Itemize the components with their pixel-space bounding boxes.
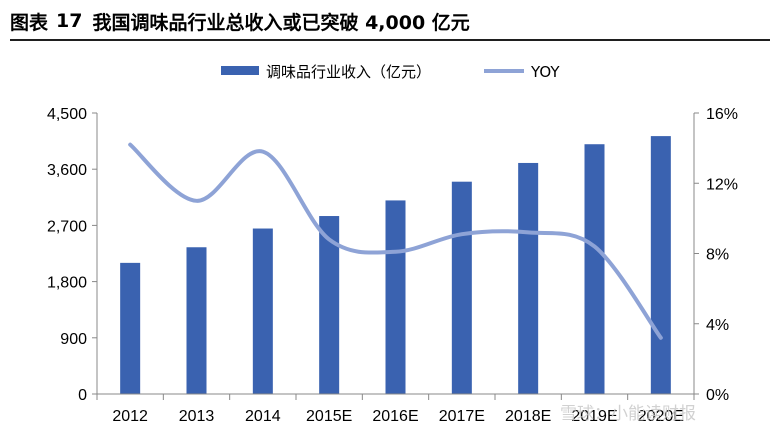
bar-2014 <box>252 228 273 394</box>
x-tick-label: 2019E <box>571 408 617 425</box>
figure-number: 17 <box>56 10 83 32</box>
x-tick-label: 2016E <box>372 408 418 425</box>
left-tick-label: 2,700 <box>47 218 87 235</box>
x-tick-label: 2020E <box>638 408 684 425</box>
yoy-point-2013 <box>196 200 197 202</box>
bar-2012 <box>120 262 141 394</box>
yoy-point-2020E <box>660 337 662 339</box>
legend-label-line: YOY <box>530 63 560 81</box>
right-tick-label: 8% <box>706 247 729 264</box>
yoy-point-2019E <box>594 245 595 247</box>
figure-label: 图表 <box>10 11 49 34</box>
yoy-line <box>128 142 663 340</box>
right-tick-label: 4% <box>706 317 729 334</box>
left-tick-label: 3,600 <box>47 162 87 179</box>
bar-2017E <box>451 181 472 394</box>
watermark-text: 雪球：小能读财报 <box>560 404 696 424</box>
right-tick-label: 16% <box>706 106 738 123</box>
yoy-point-2015E <box>328 238 330 240</box>
left-tick-label: 0 <box>78 387 87 404</box>
right-tick-label: 0% <box>706 387 729 404</box>
bar-2018E <box>518 162 539 394</box>
left-tick-label: 4,500 <box>47 106 87 123</box>
yoy-point-2012 <box>129 144 131 146</box>
yoy-point-2014 <box>262 151 264 153</box>
right-tick-label: 12% <box>706 176 738 193</box>
x-tick-label: 2018E <box>505 408 551 425</box>
legend-swatch-bar <box>221 66 259 75</box>
x-tick-label: 2015E <box>306 408 352 425</box>
yoy-point-2018E <box>527 231 529 233</box>
x-tick-label: 2014 <box>245 408 281 425</box>
left-tick-label: 900 <box>60 331 87 348</box>
x-tick-label: 2013 <box>179 408 215 425</box>
bar-2013 <box>186 247 207 394</box>
legend-label-bar: 调味品行业收入（亿元） <box>266 63 431 81</box>
figure-title-row: 图表 17 我国调味品行业总收入或已突破 4,000 亿元 <box>10 6 770 36</box>
yoy-point-2016E <box>395 251 396 253</box>
x-tick-label: 2012 <box>112 408 148 425</box>
left-tick-label: 1,800 <box>47 275 87 292</box>
x-tick-label: 2017E <box>439 408 485 425</box>
title-divider <box>10 39 770 41</box>
bar-2019E <box>584 144 605 394</box>
yoy-point-2017E <box>461 233 463 235</box>
figure-title: 我国调味品行业总收入或已突破 4,000 亿元 <box>92 11 470 34</box>
bar-2020E <box>650 136 671 395</box>
bar-2015E <box>319 216 340 394</box>
bar-2016E <box>385 200 406 394</box>
